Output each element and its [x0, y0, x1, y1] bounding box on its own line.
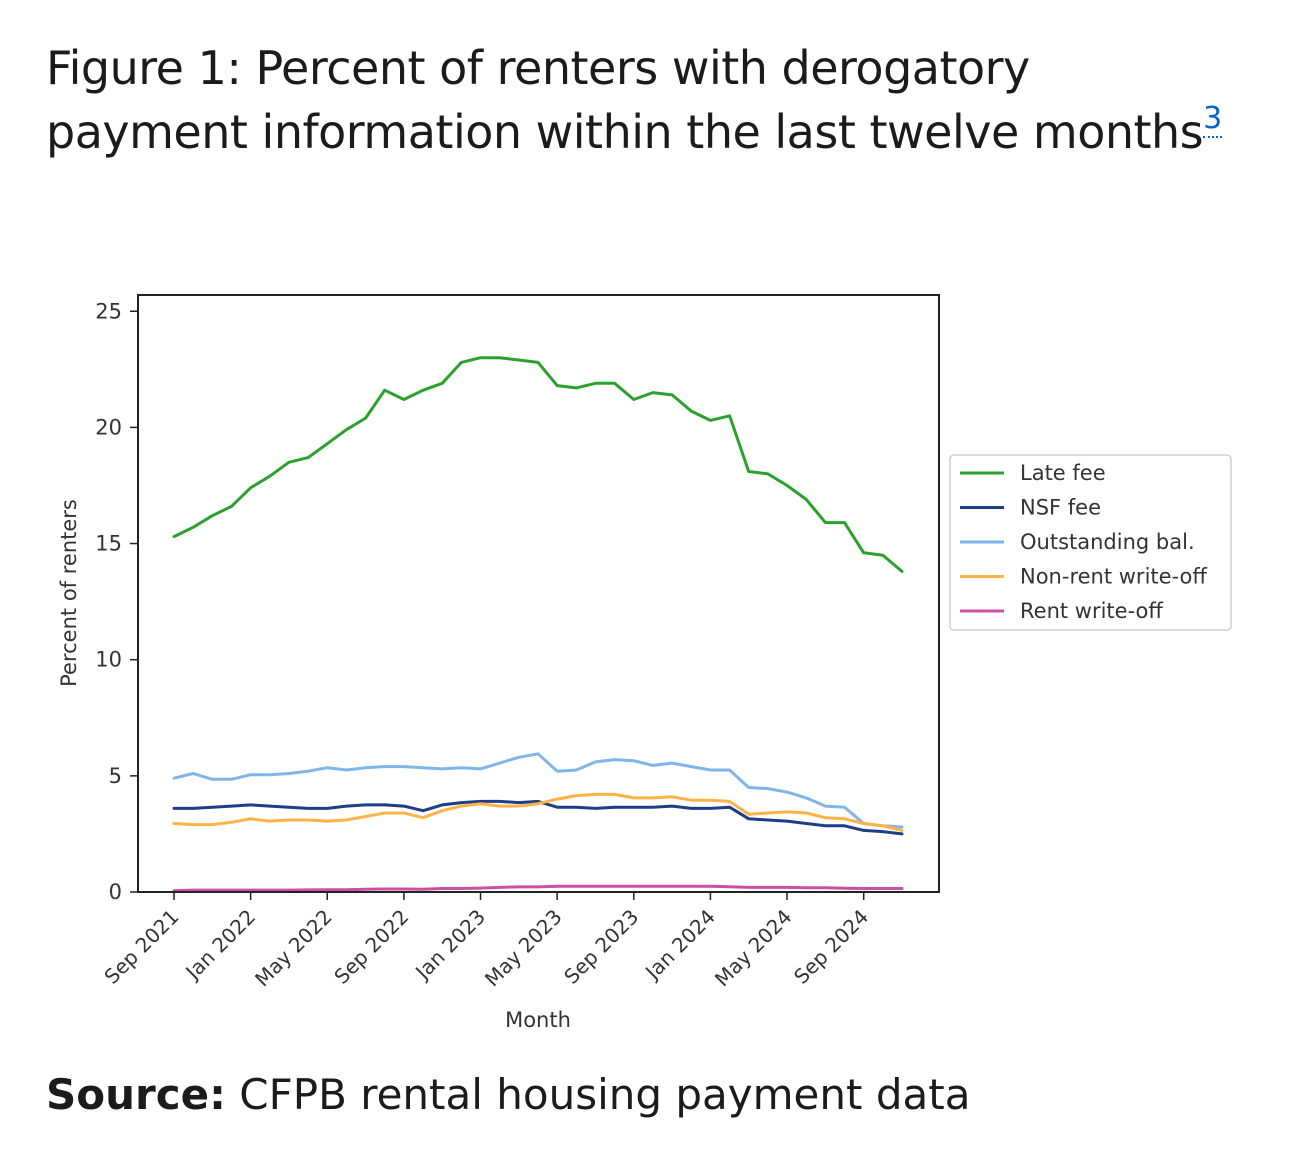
series-line-3: [172, 792, 904, 832]
x-tick-label-5: May 2023: [480, 905, 567, 992]
x-tick-label-6: Sep 2023: [559, 905, 643, 989]
y-tick-label-1: 5: [109, 764, 122, 788]
series-line-4: [172, 884, 904, 893]
source-label: Source:: [46, 1070, 226, 1119]
legend-label-0: Late fee: [1020, 461, 1106, 485]
y-tick-label-3: 15: [95, 532, 122, 556]
legend-label-3: Non-rent write-off: [1020, 565, 1207, 589]
footnote-link[interactable]: 3: [1203, 101, 1222, 138]
x-tick-label-7: Jan 2024: [639, 905, 720, 986]
legend-label-1: NSF fee: [1020, 496, 1101, 520]
y-tick-label-4: 20: [95, 415, 122, 439]
figure-title-text: Figure 1: Percent of renters with deroga…: [46, 41, 1204, 159]
figure-title: Figure 1: Percent of renters with deroga…: [46, 36, 1226, 164]
series-line-0: [172, 356, 904, 573]
series-layer: [172, 356, 904, 893]
x-tick-label-9: Sep 2024: [789, 905, 873, 989]
series-line-1: [172, 799, 904, 836]
series-line-2: [172, 752, 904, 829]
source-note: Source: CFPB rental housing payment data: [46, 1070, 970, 1119]
plot-frame: [137, 294, 940, 893]
x-tick-label-4: Jan 2023: [409, 905, 490, 986]
source-text: CFPB rental housing payment data: [239, 1070, 971, 1119]
y-tick-label-5: 25: [95, 299, 122, 323]
x-tick-label-8: May 2024: [710, 905, 797, 992]
x-tick-label-1: Jan 2022: [179, 905, 260, 986]
y-tick-label-0: 0: [109, 880, 122, 904]
legend-box: [949, 454, 1232, 631]
y-axis: 0 5 10 15 20 25: [95, 299, 138, 904]
y-axis-label: Percent of renters: [57, 499, 81, 687]
x-tick-label-3: Sep 2022: [329, 905, 413, 989]
legend: Late fee NSF fee Outstanding bal. Non-rent …: [949, 454, 1232, 631]
x-tick-label-2: May 2022: [250, 905, 337, 992]
legend-label-2: Outstanding bal.: [1020, 530, 1195, 554]
x-tick-label-0: Sep 2021: [99, 905, 183, 989]
y-tick-label-2: 10: [95, 648, 122, 672]
legend-label-4: Rent write-off: [1020, 599, 1163, 623]
x-axis-label: Month: [505, 1008, 571, 1032]
